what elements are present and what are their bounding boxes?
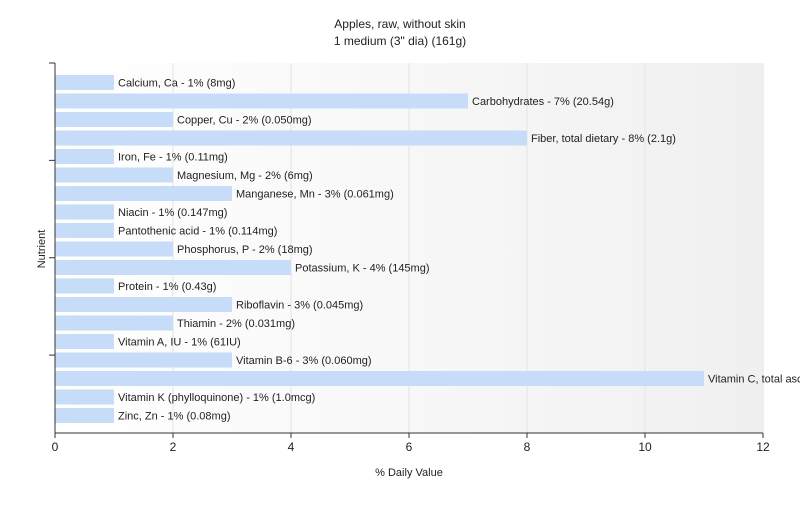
x-tick-label: 4 xyxy=(288,440,295,454)
bar xyxy=(55,334,114,349)
bar-label: Manganese, Mn - 3% (0.061mg) xyxy=(236,189,394,201)
bar xyxy=(55,371,704,386)
bar-label: Zinc, Zn - 1% (0.08mg) xyxy=(118,411,230,423)
bar-label: Fiber, total dietary - 8% (2.1g) xyxy=(531,133,676,145)
bar-label: Calcium, Ca - 1% (8mg) xyxy=(118,78,235,90)
bar xyxy=(55,278,114,294)
bar-label: Carbohydrates - 7% (20.54g) xyxy=(472,96,614,108)
bar xyxy=(55,186,232,201)
bar xyxy=(55,260,291,275)
bar xyxy=(55,75,114,90)
chart-subtitle: 1 medium (3" dia) (161g) xyxy=(334,34,466,48)
bar xyxy=(55,149,114,164)
bar-label: Magnesium, Mg - 2% (6mg) xyxy=(177,170,313,182)
bar xyxy=(55,315,173,331)
bar-label: Vitamin K (phylloquinone) - 1% (1.0mcg) xyxy=(118,392,315,404)
bar xyxy=(55,223,114,238)
bar-label: Pantothenic acid - 1% (0.114mg) xyxy=(118,226,277,238)
bar xyxy=(55,93,468,109)
y-axis-label: Nutrient xyxy=(36,230,48,269)
x-tick-label: 12 xyxy=(756,440,770,454)
bar-labels: Calcium, Ca - 1% (8mg) Carbohydrates - 7%… xyxy=(118,78,800,423)
bar-label: Vitamin B-6 - 3% (0.060mg) xyxy=(236,355,372,367)
bar-label: Niacin - 1% (0.147mg) xyxy=(118,207,227,219)
x-tick-label: 0 xyxy=(52,440,59,454)
x-axis-label: % Daily Value xyxy=(375,467,443,479)
bar-label: Vitamin C, total ascorbic acid - 11% (6.… xyxy=(708,374,800,386)
x-tick-label: 6 xyxy=(406,440,413,454)
bar-label: Phosphorus, P - 2% (18mg) xyxy=(177,244,313,256)
bar-label: Thiamin - 2% (0.031mg) xyxy=(177,318,295,330)
bar xyxy=(55,112,173,127)
bar-label: Iron, Fe - 1% (0.11mg) xyxy=(118,152,228,164)
bar-label: Protein - 1% (0.43g) xyxy=(118,281,216,293)
bar-label: Vitamin A, IU - 1% (61IU) xyxy=(118,337,241,349)
chart-title: Apples, raw, without skin xyxy=(334,17,465,31)
bar xyxy=(55,389,114,405)
bar xyxy=(55,241,173,257)
bar-label: Riboflavin - 3% (0.045mg) xyxy=(236,300,363,312)
bar xyxy=(55,352,232,368)
x-tick-label: 8 xyxy=(524,440,531,454)
bar xyxy=(55,297,232,312)
bar-label: Potassium, K - 4% (145mg) xyxy=(295,263,430,275)
bar xyxy=(55,204,114,220)
bar xyxy=(55,167,173,183)
bar-label: Copper, Cu - 2% (0.050mg) xyxy=(177,115,312,127)
axes: 0 2 4 6 8 10 12 xyxy=(49,62,770,454)
bars xyxy=(55,75,704,423)
bar xyxy=(55,130,527,146)
x-tick-label: 10 xyxy=(638,440,652,454)
x-tick-label: 2 xyxy=(170,440,177,454)
bar xyxy=(55,408,114,423)
